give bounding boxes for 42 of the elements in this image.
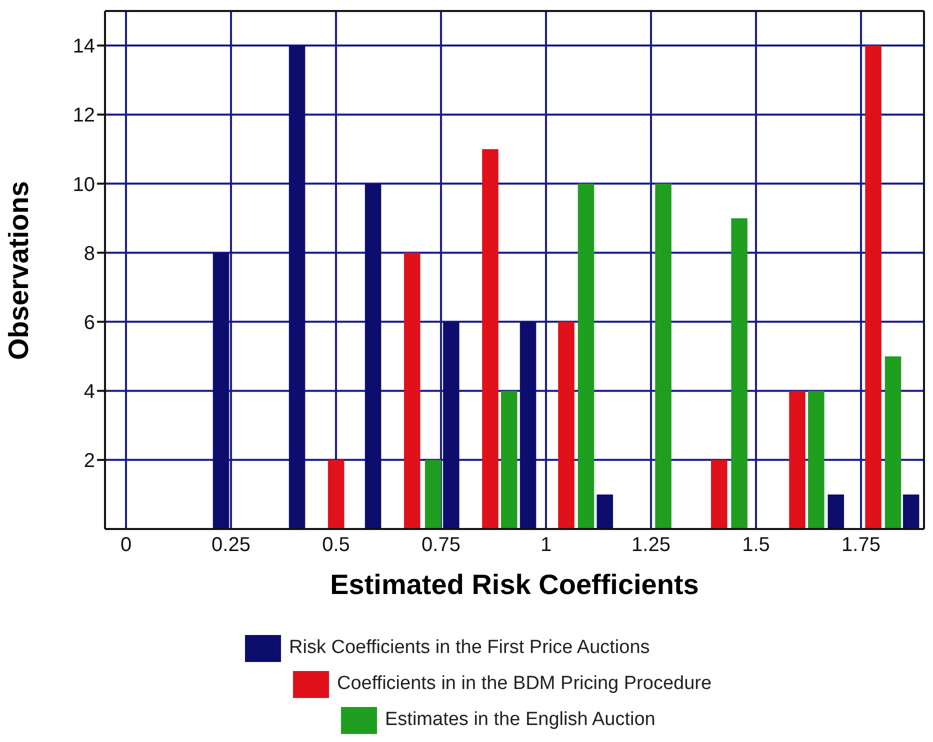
bar bbox=[482, 149, 498, 529]
bar bbox=[288, 46, 306, 529]
bar bbox=[865, 46, 882, 529]
x-tick-label: 0.25 bbox=[212, 534, 250, 556]
y-tick-label: 4 bbox=[84, 380, 95, 403]
legend-label: Coefficients in in the BDM Pricing Procedure bbox=[337, 673, 712, 695]
y-tick-label: 14 bbox=[72, 36, 95, 58]
x-tick-label: 1.5 bbox=[742, 534, 770, 556]
bar bbox=[328, 460, 344, 529]
y-tick-label: 8 bbox=[84, 242, 95, 265]
bar bbox=[443, 322, 460, 529]
x-tick-label: 1.25 bbox=[632, 534, 670, 556]
y-tick-label: 2 bbox=[84, 450, 95, 472]
bar bbox=[731, 218, 748, 529]
legend-label: Risk Coefficients in the First Price Auctions bbox=[289, 637, 650, 659]
bar bbox=[884, 356, 902, 529]
bar bbox=[404, 252, 420, 529]
x-tick-label: 1 bbox=[540, 534, 552, 556]
x-axis-title: Estimated Risk Coefficients bbox=[330, 569, 699, 600]
bar bbox=[364, 184, 382, 529]
bar bbox=[808, 390, 824, 529]
bar bbox=[424, 460, 442, 529]
y-tick-label: 10 bbox=[72, 174, 95, 196]
bar bbox=[828, 494, 844, 529]
bar bbox=[711, 460, 728, 529]
bar bbox=[501, 390, 518, 529]
bar bbox=[212, 252, 230, 529]
y-tick-label: 6 bbox=[84, 312, 95, 334]
bar bbox=[902, 494, 920, 529]
bar bbox=[596, 494, 614, 529]
y-axis-title: Observations bbox=[2, 181, 34, 360]
x-tick-label: 0.5 bbox=[322, 534, 350, 556]
legend-label: Estimates in the English Auction bbox=[385, 709, 656, 731]
x-tick-label: 1.75 bbox=[842, 534, 880, 556]
x-tick-label: 0 bbox=[120, 534, 132, 556]
bar bbox=[789, 390, 806, 529]
y-tick-label: 12 bbox=[72, 104, 95, 127]
bar bbox=[578, 184, 594, 529]
x-tick-label: 0.75 bbox=[422, 534, 460, 556]
bar bbox=[655, 184, 672, 529]
bar bbox=[558, 322, 574, 529]
bar bbox=[520, 322, 536, 529]
